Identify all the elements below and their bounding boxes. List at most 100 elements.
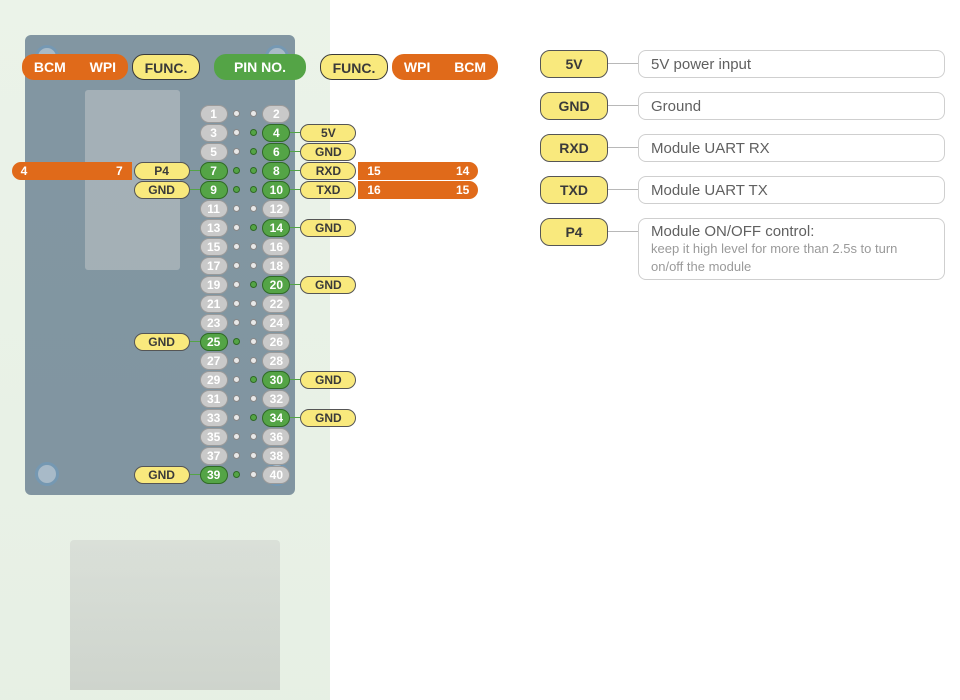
func-label-right: GND [300,409,356,427]
pin-row: 345V [0,123,490,142]
legend-row: TXD Module UART TX [540,176,945,204]
legend-connector-icon [608,176,638,204]
pin-number-right: 18 [262,257,290,275]
pin-number-left: 9 [200,181,228,199]
pin-dot-icon [245,186,262,193]
pin-row: 27 28 [0,351,490,370]
pin-number-right: 24 [262,314,290,332]
header-wpi-right: WPI [404,54,430,80]
pin-number-right: 12 [262,200,290,218]
func-label-right: TXD [300,181,356,199]
func-label-right: RXD [300,162,356,180]
pin-dot-icon [245,243,262,250]
legend-key: RXD [540,134,608,162]
pin-dot-icon [245,129,262,136]
header-func-right: FUNC. [320,54,388,80]
pin-row: GND3940 [0,465,490,484]
pin-dot-icon [245,281,262,288]
pin-dot-icon [245,300,262,307]
pin-row: 3132 [0,389,490,408]
pin-dot-icon [228,129,245,136]
pin-dot-icon [245,357,262,364]
legend-title: Module UART RX [651,140,932,157]
pin-row: 5 6 GND [0,142,490,161]
pin-dot-icon [245,433,262,440]
pin-number-right: 8 [262,162,290,180]
pin-number-left: 3 [200,124,228,142]
pin-dot-icon [245,376,262,383]
header-wpi-left: WPI [90,54,116,80]
pin-row: 12 [0,104,490,123]
pinout-table: 12345V56GND47P478RXD1514GND910TXD1615111… [0,104,490,484]
pin-row: 2930GND [0,370,490,389]
func-label-right: GND [300,371,356,389]
pin-dot-icon [228,338,245,345]
pin-row: 1718 [0,256,490,275]
legend-description: Module UART TX [638,176,945,204]
pin-number-left: 29 [200,371,228,389]
pin-number-left: 13 [200,219,228,237]
legend-title: 5V power input [651,56,932,73]
signal-legend: 5V5V power inputGNDGroundRXDModule UART … [540,50,945,294]
pin-dot-icon [228,224,245,231]
pin-dot-icon [245,338,262,345]
legend-subtitle: keep it high level for more than 2.5s to… [651,240,932,275]
pin-number-right: 6 [262,143,290,161]
pin-dot-icon [228,300,245,307]
pin-number-left: 11 [200,200,228,218]
legend-key: TXD [540,176,608,204]
header-bcm-right: BCM [454,54,486,80]
pin-dot-icon [228,376,245,383]
pin-dot-icon [228,281,245,288]
pinout-header-legend: BCM WPI FUNC. PIN NO. FUNC. WPI BCM [22,54,498,80]
legend-row: RXD Module UART RX [540,134,945,162]
pin-dot-icon [245,414,262,421]
pin-number-left: 19 [200,276,228,294]
wpi-bcm-right: 1615 [358,181,478,199]
pin-dot-icon [245,395,262,402]
legend-title: Module UART TX [651,182,932,199]
legend-description: Module ON/OFF control:keep it high level… [638,218,945,280]
pin-dot-icon [245,262,262,269]
legend-description: 5V power input [638,50,945,78]
legend-connector-icon [608,50,638,78]
pin-number-right: 32 [262,390,290,408]
pin-dot-icon [228,471,245,478]
pin-dot-icon [228,414,245,421]
legend-title: Module ON/OFF control: [651,223,932,240]
func-label-left: GND [134,333,190,351]
pin-dot-icon [228,243,245,250]
pin-dot-icon [228,395,245,402]
pin-row: 3738 [0,446,490,465]
legend-connector-icon [608,134,638,162]
pin-number-left: 27 [200,352,228,370]
header-wpi-bcm-right: WPI BCM [392,54,498,80]
pin-dot-icon [228,262,245,269]
pin-row: 1314GND [0,218,490,237]
func-label-left: GND [134,181,190,199]
pin-row: 11 12 [0,199,490,218]
pin-dot-icon [228,319,245,326]
legend-description: Module UART RX [638,134,945,162]
func-label-left: GND [134,466,190,484]
pin-row: 3536 [0,427,490,446]
pin-number-right: 16 [262,238,290,256]
pin-row: 47P478RXD1514 [0,161,490,180]
legend-key: GND [540,92,608,120]
pin-number-left: 33 [200,409,228,427]
pin-number-left: 35 [200,428,228,446]
board-ports [70,540,280,690]
pin-dot-icon [228,452,245,459]
pin-number-right: 10 [262,181,290,199]
func-label-right: GND [300,219,356,237]
pin-number-left: 5 [200,143,228,161]
pin-dot-icon [228,110,245,117]
pin-number-right: 4 [262,124,290,142]
pin-dot-icon [228,433,245,440]
pin-number-right: 28 [262,352,290,370]
func-label-right: GND [300,143,356,161]
pin-dot-icon [228,357,245,364]
pin-number-left: 21 [200,295,228,313]
legend-description: Ground [638,92,945,120]
pin-number-left: 1 [200,105,228,123]
